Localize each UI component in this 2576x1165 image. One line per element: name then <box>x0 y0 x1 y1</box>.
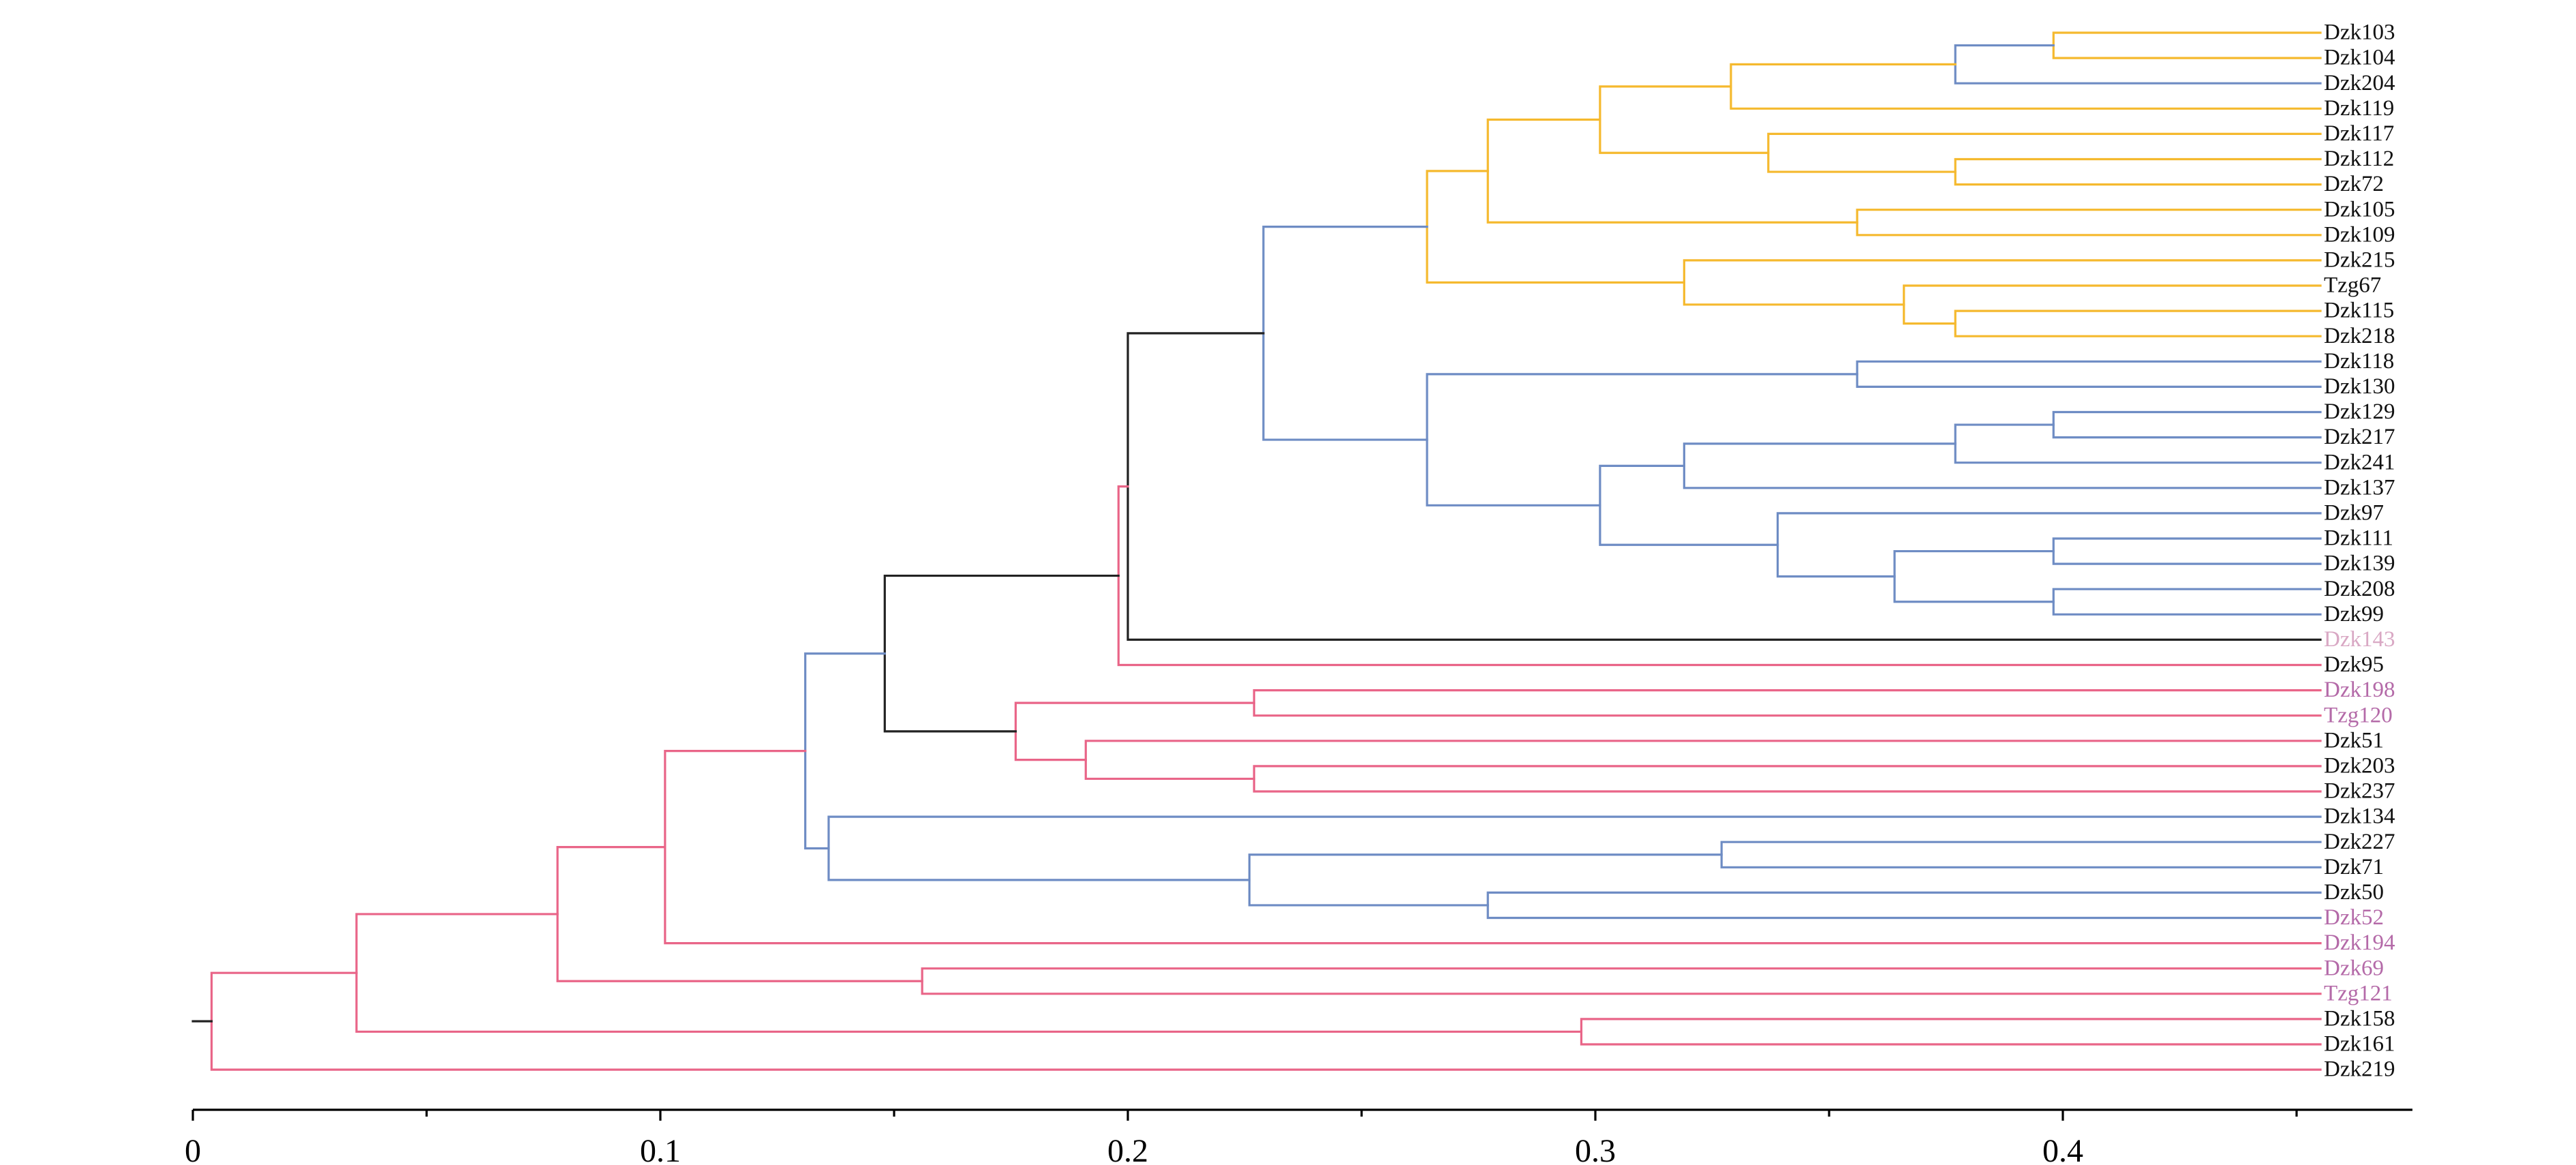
branch-d4 <box>1014 701 1255 761</box>
branch-b2 <box>2052 410 2322 439</box>
leaf-label-dzk104: Dzk104 <box>2324 46 2395 70</box>
leaf-label-dzk105: Dzk105 <box>2324 197 2395 222</box>
x-tick-label: 0 <box>185 1133 201 1165</box>
leaf-label-dzk118: Dzk118 <box>2324 349 2394 374</box>
leaf-label-dzk103: Dzk103 <box>2324 20 2395 45</box>
branch-f5 <box>355 913 1583 1033</box>
branch-c1 <box>1262 226 1428 441</box>
branch-f1 <box>664 750 2322 945</box>
leaf-label-tzg121: Tzg121 <box>2324 981 2393 1005</box>
branch-f6 <box>210 971 2322 1071</box>
leaf-label-dzk112: Dzk112 <box>2324 147 2394 171</box>
leaf-label-dzk72: Dzk72 <box>2324 172 2384 196</box>
leaf-label-dzk208: Dzk208 <box>2324 577 2395 601</box>
leaf-label-dzk203: Dzk203 <box>2324 753 2395 778</box>
branch-b1 <box>1856 360 2322 388</box>
branch-e5 <box>804 652 886 850</box>
leaf-label-dzk69: Dzk69 <box>2324 956 2384 980</box>
leaf-label-dzk51: Dzk51 <box>2324 728 2384 753</box>
leaf-label-dzk227: Dzk227 <box>2324 830 2395 854</box>
branch-a9 <box>1954 309 2322 337</box>
branch-b10 <box>1426 373 1858 506</box>
branch-b5 <box>2052 537 2322 565</box>
leaf-label-dzk50: Dzk50 <box>2324 880 2384 905</box>
branch-a5 <box>1730 63 2322 110</box>
leaf-label-dzk161: Dzk161 <box>2324 1032 2395 1057</box>
branch-b6 <box>2052 588 2322 616</box>
branch-a1 <box>2052 31 2322 59</box>
leaf-label-dzk237: Dzk237 <box>2324 779 2395 804</box>
leaf-label-dzk129: Dzk129 <box>2324 399 2395 424</box>
leaf-label-dzk215: Dzk215 <box>2324 247 2395 272</box>
leaf-label-dzk95: Dzk95 <box>2324 652 2384 677</box>
branch-e4 <box>827 815 2322 881</box>
leaf-label-dzk139: Dzk139 <box>2324 551 2395 576</box>
leaf-label-dzk241: Dzk241 <box>2324 450 2395 474</box>
x-tick-label: 0.4 <box>2042 1133 2083 1165</box>
leaf-label-dzk71: Dzk71 <box>2324 855 2384 879</box>
leaf-label-dzk117: Dzk117 <box>2324 121 2394 146</box>
x-tick-label: 0.1 <box>640 1133 681 1165</box>
leaf-label-dzk204: Dzk204 <box>2324 71 2395 95</box>
leaf-label-dzk137: Dzk137 <box>2324 475 2395 500</box>
leaf-label-dzk109: Dzk109 <box>2324 222 2395 247</box>
leaf-label-dzk219: Dzk219 <box>2324 1057 2395 1082</box>
branch-e1 <box>1720 841 2322 868</box>
branch-b8 <box>1776 512 2322 578</box>
branch-d1 <box>1253 689 2322 717</box>
leaf-label-dzk218: Dzk218 <box>2324 324 2395 348</box>
branch-f4 <box>1580 1018 2322 1046</box>
branch-a4 <box>1767 132 2322 173</box>
branch-d2 <box>1253 765 2322 793</box>
leaf-label-dzk143: Dzk143 <box>2324 627 2395 652</box>
x-tick-label: 0.2 <box>1107 1133 1148 1165</box>
branch-a3 <box>1954 157 2322 186</box>
leaf-label-dzk194: Dzk194 <box>2324 931 2395 955</box>
leaf-label-dzk158: Dzk158 <box>2324 1006 2395 1031</box>
dendrogram-branches <box>191 31 2322 1071</box>
branch-b3 <box>1954 423 2322 464</box>
branch-f3 <box>556 846 923 982</box>
branch-e2 <box>1486 891 2322 920</box>
leaf-label-dzk52: Dzk52 <box>2324 905 2384 930</box>
branch-b9 <box>1599 464 1779 546</box>
leaf-labels: Dzk103Dzk104Dzk204Dzk119Dzk117Dzk112Dzk7… <box>2324 20 2395 1082</box>
branch-a7 <box>1856 209 2322 237</box>
x-tick-label: 0.3 <box>1575 1133 1616 1165</box>
branch-e3 <box>1248 853 1723 907</box>
leaf-label-tzg67: Tzg67 <box>2324 273 2381 298</box>
leaf-label-dzk217: Dzk217 <box>2324 425 2395 449</box>
leaf-label-dzk198: Dzk198 <box>2324 678 2395 702</box>
branch-a11 <box>1683 259 2322 306</box>
branch-a2 <box>1954 44 2322 85</box>
leaf-label-dzk134: Dzk134 <box>2324 804 2395 829</box>
branch-d5 <box>883 574 1120 733</box>
branch-a10 <box>1903 284 2322 325</box>
leaf-label-tzg120: Tzg120 <box>2324 703 2393 727</box>
leaf-label-dzk111: Dzk111 <box>2324 526 2393 551</box>
leaf-label-dzk130: Dzk130 <box>2324 374 2395 399</box>
branch-d3 <box>1084 740 2322 781</box>
branch-b7 <box>1893 549 2055 603</box>
x-axis: 0 0.1 0.2 0.3 0.4 <box>185 1108 2412 1165</box>
branch-a6 <box>1599 85 1770 154</box>
leaf-label-dzk115: Dzk115 <box>2324 299 2394 323</box>
leaf-label-dzk99: Dzk99 <box>2324 602 2384 626</box>
branch-a12 <box>1426 170 1685 284</box>
leaf-label-dzk97: Dzk97 <box>2324 500 2384 525</box>
branch-b4 <box>1683 442 2322 489</box>
leaf-label-dzk119: Dzk119 <box>2324 96 2394 121</box>
branch-f2 <box>921 967 2322 995</box>
branch-c2 <box>1126 332 2322 641</box>
